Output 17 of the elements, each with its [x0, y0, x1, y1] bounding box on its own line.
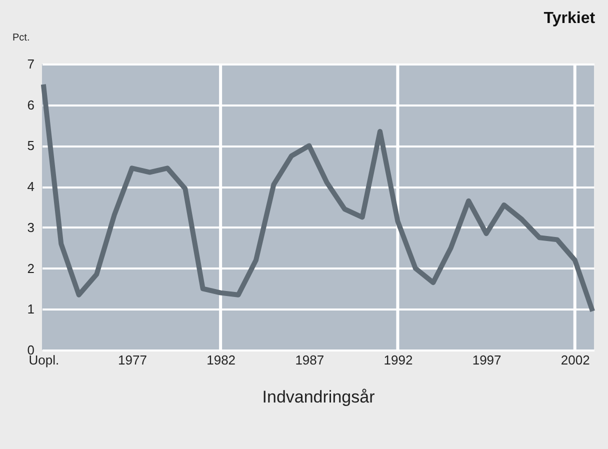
y-tick-label: 4	[27, 179, 34, 194]
chart-title: Tyrkiet	[544, 10, 596, 27]
x-tick-label: 1992	[384, 352, 413, 368]
x-tick-label: 1982	[206, 352, 236, 368]
x-axis-title: Indvandringsår	[262, 388, 376, 406]
y-tick-label: 5	[27, 138, 34, 154]
y-tick-label: 6	[27, 97, 34, 112]
x-tick-label: 1987	[295, 352, 324, 368]
y-tick-label: 2	[27, 260, 34, 276]
y-axis-title: Pct.	[12, 32, 30, 44]
y-tick-label: 1	[27, 302, 34, 317]
y-tick-label: 7	[27, 56, 34, 72]
y-tick-label: 3	[27, 220, 34, 235]
x-tick-label: 1997	[472, 352, 502, 368]
x-tick-label: 2002	[560, 352, 590, 368]
y-tick-label: 0	[27, 342, 34, 358]
x-tick-label: 1977	[118, 352, 147, 368]
